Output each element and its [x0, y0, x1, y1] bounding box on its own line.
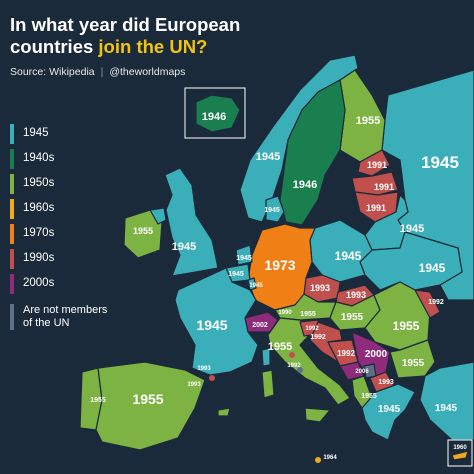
- legend-swatch-1940s: [10, 149, 14, 169]
- legend-note: Are not members of the UN: [23, 304, 108, 329]
- san-marino-dot: [289, 352, 295, 358]
- source-text: Source: Wikipedia: [10, 66, 95, 78]
- label-finland: 1955: [356, 115, 380, 127]
- legend-swatch-1970s: [10, 224, 14, 244]
- legend-label-1950s: 1950s: [23, 177, 55, 189]
- label-monaco: 1993: [197, 366, 211, 372]
- label-serbia: 2000: [365, 349, 388, 360]
- label-switzerland: 2002: [252, 322, 268, 329]
- legend-swatch-2000s: [10, 274, 14, 294]
- sardinia-region: [261, 369, 275, 399]
- spain-region: [95, 361, 206, 451]
- label-portugal: 1955: [90, 397, 106, 404]
- label-san-marino: 1992: [287, 363, 301, 369]
- label-belarus: 1945: [400, 223, 424, 235]
- legend-label-1960s: 1960s: [23, 202, 55, 214]
- label-andorra: 1993: [187, 382, 201, 388]
- label-belgium: 1945: [228, 271, 244, 278]
- label-malta: 1964: [323, 455, 337, 461]
- label-czechia: 1993: [310, 283, 330, 293]
- label-moldova: 1992: [428, 299, 444, 306]
- label-romania: 1955: [393, 319, 420, 333]
- france-region: [174, 267, 259, 376]
- iceland-inset-frame: [184, 87, 246, 139]
- map-title: In what year did European countries join…: [10, 14, 310, 58]
- netherlands-region: [235, 244, 253, 266]
- balearic-region: [217, 407, 231, 417]
- label-luxembourg: 1945: [249, 283, 263, 289]
- cyprus-region: [451, 450, 469, 461]
- title-line-2: countries join the UN?: [10, 36, 310, 58]
- label-norway: 1945: [256, 151, 280, 163]
- turkey-region: [419, 361, 474, 441]
- label-netherlands: 1945: [236, 255, 252, 262]
- label-montenegro: 2006: [355, 369, 369, 375]
- malta-dot: [315, 457, 321, 463]
- label-bulgaria: 1955: [402, 358, 425, 369]
- source-handle: @theworldmaps: [109, 66, 186, 78]
- cyprus-inset-frame: [447, 439, 473, 467]
- label-hungary: 1955: [341, 312, 364, 323]
- label-germany: 1973: [264, 257, 295, 273]
- iceland-region: [195, 94, 241, 133]
- legend-swatch-1990s: [10, 249, 14, 269]
- label-slovakia: 1993: [346, 290, 366, 300]
- label-bosnia: 1992: [337, 349, 355, 358]
- legend-label-1945: 1945: [23, 127, 49, 139]
- label-italy: 1955: [268, 341, 292, 353]
- legend-swatch-1950s: [10, 174, 14, 194]
- label-cyprus: 1960: [453, 445, 467, 451]
- label-north-macedonia: 1993: [378, 379, 394, 386]
- estonia-region: [357, 149, 391, 177]
- label-ireland: 1955: [133, 226, 153, 236]
- corsica-region: [261, 347, 271, 367]
- label-slovenia: 1992: [305, 326, 319, 332]
- label-liechtenstein: 1990: [278, 310, 292, 316]
- title-highlight: join the UN?: [98, 36, 208, 57]
- moldova-region: [414, 289, 441, 319]
- label-sweden: 1946: [293, 179, 317, 191]
- label-poland: 1945: [335, 249, 362, 263]
- legend-label-1940s: 1940s: [23, 152, 55, 164]
- source-separator: |: [100, 66, 104, 78]
- label-spain: 1955: [132, 391, 163, 407]
- label-greece: 1945: [378, 404, 401, 415]
- vatican-dot: [297, 367, 303, 373]
- kosovo-region: [363, 363, 377, 379]
- title-line-2-plain: countries: [10, 36, 99, 57]
- label-iceland: 1946: [202, 111, 226, 123]
- legend-swatch-1960s: [10, 199, 14, 219]
- denmark-region: [265, 195, 285, 223]
- norway-region: [239, 54, 359, 223]
- legend-label-1990s: 1990s: [23, 252, 55, 264]
- legend-label-2000s: 2000s: [23, 277, 55, 289]
- label-austria: 1955: [300, 311, 316, 318]
- sweden-region: [279, 79, 346, 226]
- label-estonia: 1991: [367, 160, 387, 170]
- sicily-region: [304, 407, 331, 423]
- title-line-1: In what year did European: [10, 14, 241, 35]
- label-uk: 1945: [172, 241, 196, 253]
- label-ukraine: 1945: [419, 261, 446, 275]
- label-france: 1945: [196, 317, 227, 333]
- label-lithuania: 1991: [366, 203, 386, 213]
- source-line: Source: Wikipedia | @theworldmaps: [10, 66, 185, 78]
- northern-ireland-region: [149, 207, 167, 225]
- bulgaria-region: [389, 339, 436, 379]
- legend-swatch-non-members: [10, 304, 14, 330]
- monaco-dot: [209, 375, 215, 381]
- legend-swatch-1945: [10, 124, 14, 144]
- label-russia: 1945: [421, 153, 459, 172]
- greece-region: [361, 383, 416, 441]
- label-croatia: 1992: [310, 334, 326, 341]
- legend-label-1970s: 1970s: [23, 227, 55, 239]
- label-denmark: 1945: [264, 207, 280, 214]
- label-turkey: 1945: [435, 403, 458, 414]
- luxembourg-region: [247, 277, 257, 291]
- label-latvia: 1991: [374, 182, 394, 192]
- label-albania: 1955: [361, 393, 377, 400]
- uk-region: [164, 167, 219, 277]
